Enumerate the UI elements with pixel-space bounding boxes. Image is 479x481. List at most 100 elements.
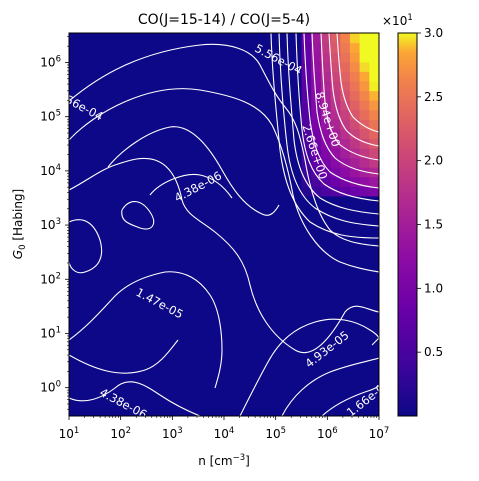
heatmap-cell: [340, 157, 351, 168]
heatmap-cell: [311, 186, 322, 197]
heatmap-cell: [359, 157, 370, 168]
heatmap-cell: [340, 33, 351, 44]
heatmap-cell: [320, 109, 332, 120]
heatmap-cell: [301, 109, 312, 120]
heatmap-cell: [301, 157, 312, 168]
colorbar-tick-label: 1.5: [424, 218, 443, 232]
heatmap-cell: [330, 33, 341, 44]
x-tick-label: 101: [59, 426, 80, 441]
heatmap-cell: [320, 52, 332, 63]
chart-title: CO(J=15-14) / CO(J=5-4): [138, 12, 310, 28]
y-tick-label: 103: [40, 217, 61, 232]
x-tick-label: 105: [265, 426, 286, 441]
heatmap-cell: [359, 42, 370, 53]
heatmap-cell: [330, 90, 341, 101]
heatmap-cell: [349, 80, 361, 92]
heatmap-cell: [369, 42, 379, 53]
heatmap-cell: [349, 100, 361, 111]
x-axis-label: n [cm−3]: [198, 453, 250, 468]
contour-line: [121, 201, 155, 230]
contour-line: [278, 33, 379, 227]
heatmap-cell: [340, 138, 351, 149]
heatmap-cell: [340, 100, 351, 111]
contour-line: [328, 33, 379, 147]
y-tick-label: 105: [40, 109, 61, 124]
heatmap-cell: [340, 167, 351, 178]
heatmap-cell: [311, 128, 322, 139]
heatmap-cell: [369, 138, 379, 149]
heatmap-cell: [359, 90, 370, 101]
colorbar-tick-label: 0.5: [424, 345, 443, 359]
contour-line: [336, 33, 379, 133]
contour-line: [69, 88, 379, 273]
heatmap-cell: [311, 157, 322, 168]
heatmap-cell: [369, 119, 379, 130]
heatmap-cell: [320, 33, 332, 44]
heatmap-cell: [320, 42, 332, 53]
colorbar-multiplier: ×101: [382, 13, 413, 28]
y-tick-label: 100: [40, 380, 61, 395]
colorbar-tick-label: 1.0: [424, 281, 443, 295]
heatmap-cell: [349, 90, 361, 101]
heatmap-cell: [340, 186, 351, 197]
heatmap-cell: [340, 109, 351, 120]
contour-line: [311, 33, 379, 175]
heatmap-cell: [359, 71, 370, 82]
contour-line: [69, 339, 179, 374]
colorbar-axis: 0.5 1.0 1.5 2.0 2.5 3.0: [417, 26, 443, 359]
colorbar-tick-label: 3.0: [424, 26, 443, 40]
heatmap-cell: [311, 61, 322, 72]
heatmap-cell: [320, 71, 332, 82]
heatmap-cell: [330, 80, 341, 92]
heatmap-cell: [359, 138, 370, 149]
heatmap-cell: [349, 186, 361, 197]
x-axis: 101 102 103 104 105 106 107: [59, 416, 390, 441]
heatmap-cell: [369, 128, 379, 139]
heatmap-cell: [359, 176, 370, 187]
heatmap-cell: [359, 80, 370, 92]
heatmap-cell: [330, 52, 341, 63]
heatmap-cell: [359, 128, 370, 139]
heatmap-cell: [340, 176, 351, 187]
heatmap-cell: [340, 90, 351, 101]
contour-line: [69, 271, 223, 389]
heatmap-cell: [359, 119, 370, 130]
heatmap-cell: [330, 71, 341, 82]
heatmap-cell: [340, 147, 351, 159]
heatmap-cell: [349, 157, 361, 168]
heatmap-cell: [301, 138, 312, 149]
heatmap-cell: [330, 109, 341, 120]
plot-area: 5.56e-045.56e-04 8.94e+002.66e+004.38e-06…: [69, 33, 379, 416]
heatmap-cell: [301, 100, 312, 111]
heatmap-cell: [369, 176, 379, 187]
y-axis: 100 101 102 103 104 105 106: [40, 36, 69, 410]
heatmap-cell: [349, 109, 361, 120]
heatmap-cell: [359, 186, 370, 197]
heatmap-cell: [369, 186, 379, 197]
heatmap-cell: [369, 80, 379, 92]
heatmap-cell: [301, 90, 312, 101]
x-tick-label: 107: [369, 426, 390, 441]
heatmap-cell: [311, 52, 322, 63]
heatmap-cell: [349, 42, 361, 53]
heatmap-cell: [340, 119, 351, 130]
contour-line: [69, 43, 379, 247]
heatmap-cell: [349, 167, 361, 178]
heatmap-cell: [311, 138, 322, 149]
colorbar-tick-label: 2.0: [424, 154, 443, 168]
heatmap-cell: [359, 33, 370, 44]
heatmap-cell: [320, 186, 332, 197]
heatmap-cell: [320, 176, 332, 187]
heatmap-cell: [330, 147, 341, 159]
heatmap-cell: [349, 33, 361, 44]
heatmap-cell: [320, 157, 332, 168]
heatmap-cell: [349, 71, 361, 82]
heatmap-cell: [320, 167, 332, 178]
contour-line: [321, 385, 379, 416]
heatmap-cell: [301, 61, 312, 72]
heatmap-cell: [301, 119, 312, 130]
heatmap-cell: [311, 80, 322, 92]
heatmap-cell: [349, 147, 361, 159]
heatmap-cell: [330, 176, 341, 187]
